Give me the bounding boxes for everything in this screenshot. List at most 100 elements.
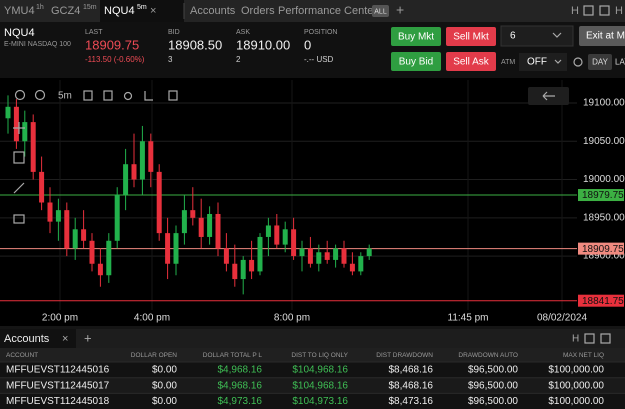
candle-body	[265, 225, 271, 237]
field-label: LAST	[85, 29, 103, 36]
field-label: BID	[168, 29, 180, 36]
candle-body	[299, 248, 305, 257]
column-header: MAX NET LIQ	[563, 352, 604, 359]
window-icon[interactable]: H	[615, 5, 623, 17]
drawing-icon[interactable]	[144, 91, 153, 101]
tab-interval: 1h	[36, 4, 44, 11]
x-tick-label: 4:00 pm	[134, 313, 170, 324]
candle-body	[165, 233, 171, 264]
sell-market-button[interactable]	[446, 27, 496, 46]
table-cell: $104,968.16	[292, 365, 348, 376]
candle-body	[341, 248, 347, 264]
atm-select[interactable]	[519, 53, 567, 71]
chart: 18900.00 18950.00 19000.00 19050.00 19100.00…	[0, 80, 625, 324]
window-icon[interactable]	[583, 5, 594, 16]
panel-icon[interactable]: H	[572, 334, 579, 345]
tif-button[interactable]	[588, 54, 612, 70]
y-tick-label: 19050.00	[583, 136, 625, 147]
candle-body	[232, 263, 238, 280]
line-tool-icon[interactable]	[13, 182, 25, 194]
candle-body	[358, 256, 364, 272]
window-icon[interactable]	[599, 5, 610, 16]
table-cell: $104,973.16	[292, 396, 348, 407]
tab[interactable]: GCZ4	[51, 5, 80, 17]
column-header: ACCOUNT	[6, 352, 38, 359]
tab[interactable]: NQU4	[104, 5, 135, 17]
accounts-table: ACCOUNT DOLLAR OPEN DOLLAR TOTAL P L DIST T…	[0, 348, 625, 409]
chart-interval[interactable]: 5m	[58, 91, 72, 102]
add-tab[interactable]: +	[396, 2, 404, 18]
settings-icon[interactable]	[123, 91, 133, 101]
table-header-row	[0, 348, 625, 362]
dropdown-chevron	[552, 32, 562, 38]
tab[interactable]: Accounts	[190, 5, 236, 17]
symbol: NQU4	[4, 27, 35, 39]
tab[interactable]: Orders	[241, 5, 275, 17]
candle-body	[81, 229, 87, 241]
ask-price: 18910.00	[236, 37, 290, 52]
sell-ask-button[interactable]	[446, 52, 496, 71]
table-cell: $0.00	[152, 380, 177, 391]
candle-body	[207, 213, 213, 237]
panel-tab[interactable]: Accounts	[4, 333, 50, 345]
filter-badge[interactable]	[372, 5, 389, 17]
close-icon[interactable]: ×	[150, 5, 156, 17]
candle-body	[190, 210, 196, 218]
crosshair-icon[interactable]	[13, 122, 25, 134]
panel-icon[interactable]	[600, 333, 611, 344]
candle-body	[123, 164, 129, 195]
buy-bid-button[interactable]	[391, 52, 441, 71]
table-cell: $100,000.00	[548, 365, 604, 376]
tab-interval: 5m	[137, 4, 147, 11]
candle-body	[30, 122, 36, 172]
price-line-label-bg	[578, 189, 624, 202]
dropdown-chevron	[554, 59, 562, 64]
candle-body	[13, 106, 19, 142]
column-header: DIST TO LIQ ONLY	[291, 352, 348, 359]
zoom-out-icon[interactable]	[34, 89, 46, 101]
lock-icon[interactable]	[13, 214, 25, 224]
exit-button[interactable]	[579, 26, 625, 46]
window-icon[interactable]: H	[571, 5, 579, 17]
candle-body	[240, 259, 246, 280]
candle-body	[89, 240, 95, 264]
symbol-description: E-MINI NASDAQ 100	[4, 41, 71, 48]
settings-icon[interactable]	[573, 57, 583, 67]
template-icon[interactable]	[168, 90, 178, 101]
tab[interactable]: YMU4	[4, 5, 35, 17]
back-arrow	[542, 91, 555, 101]
candle-body	[349, 263, 355, 272]
quantity-input[interactable]	[500, 25, 574, 47]
add-panel[interactable]: +	[84, 330, 92, 345]
candle-body	[324, 252, 330, 260]
layout-label: LAY	[615, 58, 625, 67]
column-header: DOLLAR TOTAL P L	[203, 352, 263, 359]
y-tick-label: 18900.00	[583, 251, 625, 262]
candle-body	[223, 248, 229, 264]
price-line-label: 18909.75	[582, 244, 624, 255]
indicator-icon[interactable]	[103, 90, 113, 101]
buy-market-button[interactable]	[391, 27, 441, 46]
atm-label: ATM	[501, 59, 515, 66]
bid-price: 18908.50	[168, 37, 222, 52]
panel-icon[interactable]	[584, 333, 595, 344]
button-label: Sell Ask	[453, 57, 490, 68]
table-cell: MFFUEVST112445017	[6, 380, 110, 391]
close-icon[interactable]: ×	[62, 333, 68, 345]
candle-body	[5, 106, 11, 119]
bar-type-icon[interactable]	[83, 90, 93, 101]
tab[interactable]: Performance Center	[278, 5, 377, 17]
table-cell: $96,500.00	[468, 365, 518, 376]
active-tab	[100, 0, 184, 22]
candle-body	[257, 236, 263, 272]
candle-body	[22, 122, 28, 142]
table-row	[0, 362, 625, 378]
candle-body	[173, 233, 179, 264]
candle-body	[156, 171, 162, 234]
candle-body	[114, 194, 120, 241]
filter-badge-text: ALL	[374, 8, 387, 15]
zoom-in-icon[interactable]	[14, 89, 26, 101]
table-cell: $4,973.16	[218, 396, 263, 407]
notes-icon[interactable]	[13, 151, 25, 164]
